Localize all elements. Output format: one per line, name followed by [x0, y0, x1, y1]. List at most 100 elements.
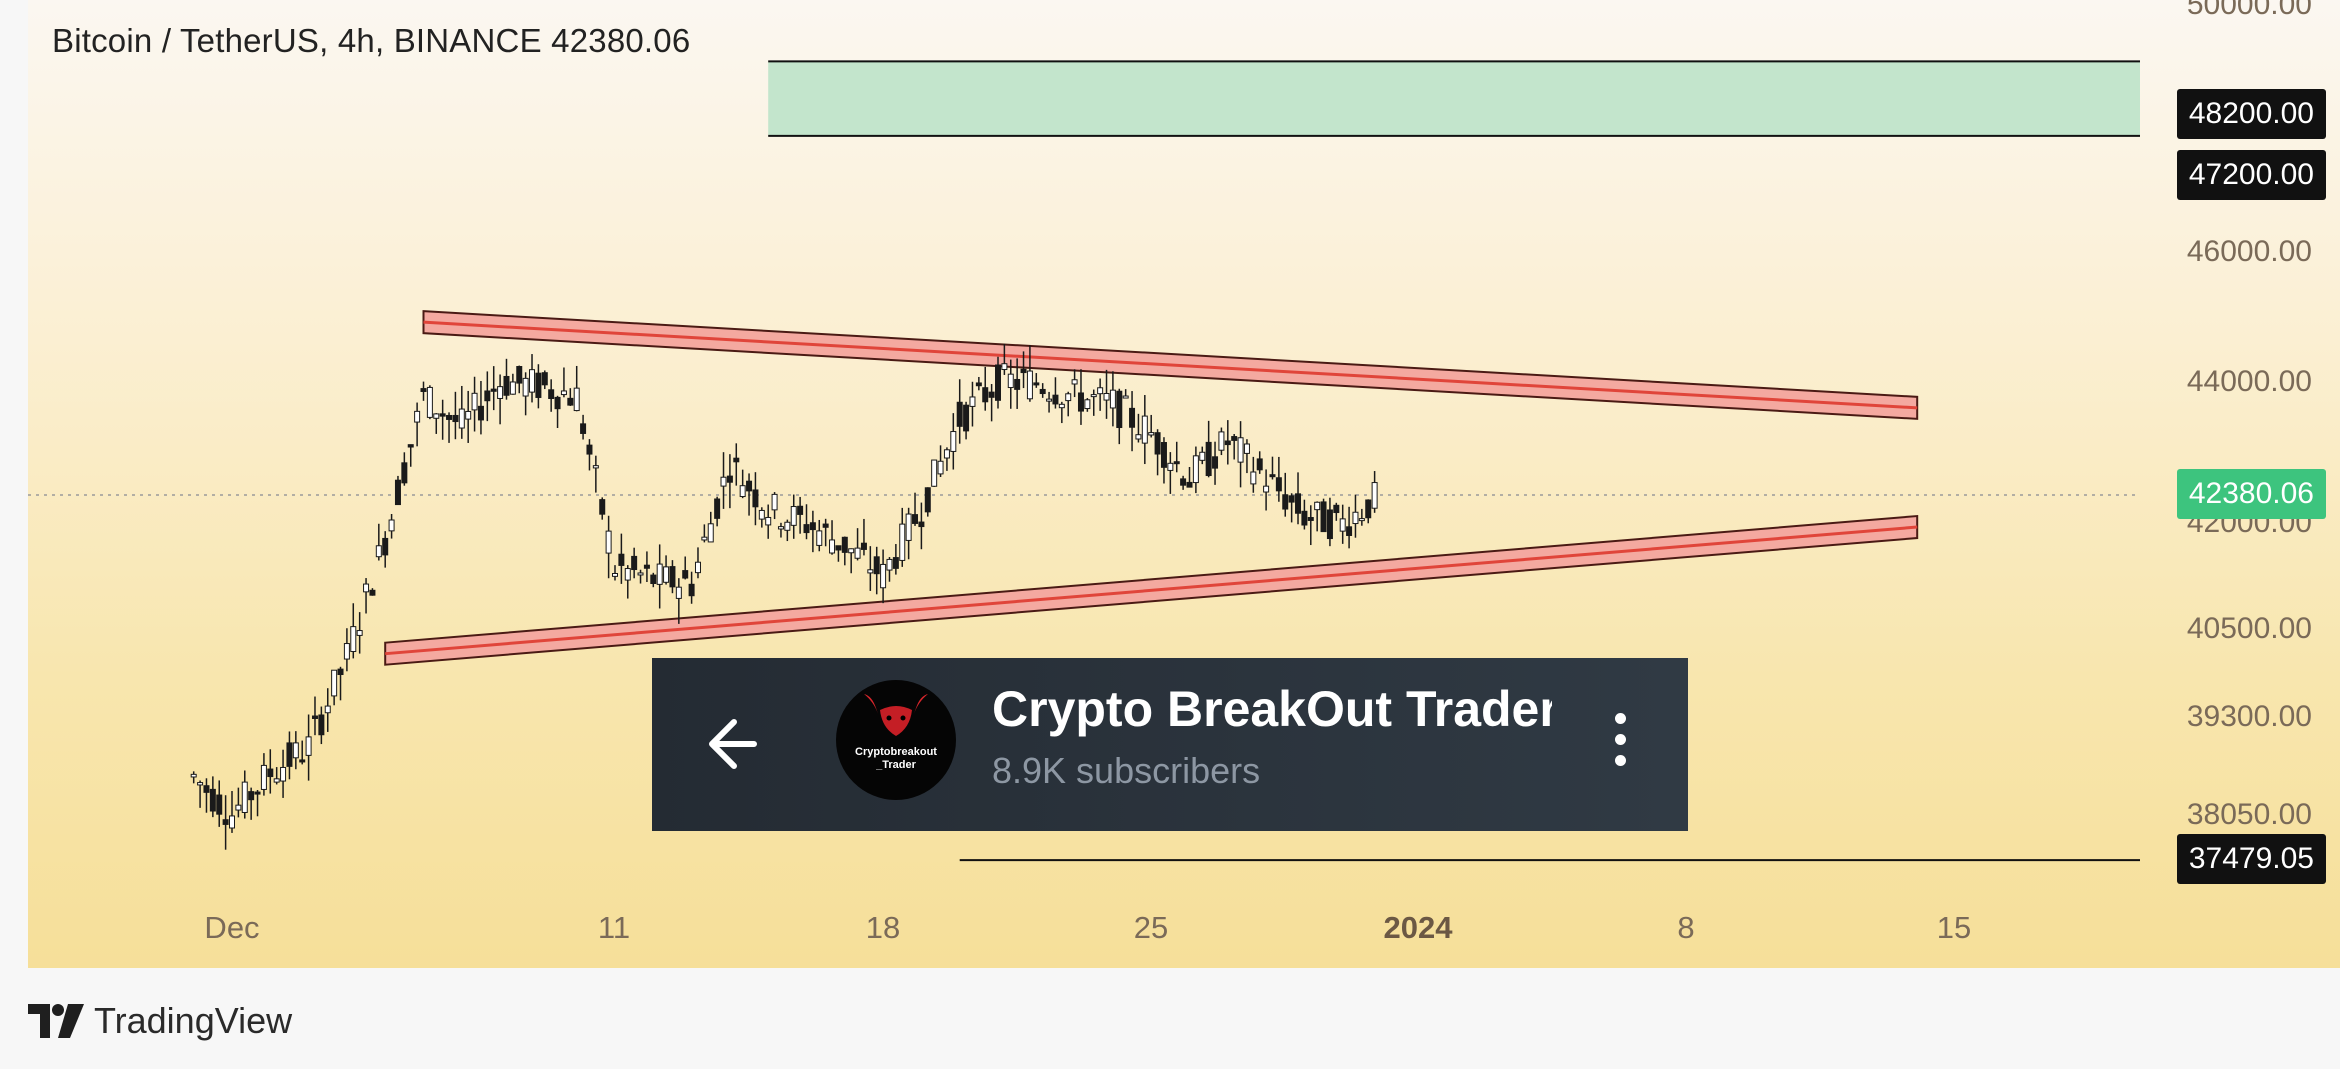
candle-up [854, 547, 861, 559]
candle-down [1020, 368, 1027, 374]
candle-up [388, 519, 395, 532]
tradingview-logo-icon [28, 1004, 84, 1038]
candle-up [190, 773, 197, 778]
candle-down [1301, 510, 1308, 526]
x-tick: 11 [597, 910, 631, 945]
candle-up [458, 408, 465, 429]
candle-up [592, 465, 599, 469]
candle-down [1212, 456, 1219, 469]
candle-layer [190, 343, 1378, 850]
candle-up [1199, 451, 1206, 461]
candle-down [1154, 432, 1161, 455]
candle-up [573, 387, 580, 412]
channel-name[interactable]: Crypto BreakOut Trader [992, 681, 1552, 737]
candle-up [522, 377, 529, 397]
x-tick: Dec [204, 910, 260, 945]
candle-up [937, 460, 944, 475]
candle-up [235, 804, 242, 811]
more-options-icon[interactable] [1610, 713, 1630, 773]
candle-down [682, 570, 689, 579]
candle-down [809, 522, 816, 531]
candle-up [229, 815, 235, 829]
candle-down [1180, 478, 1187, 486]
candle-down [477, 405, 484, 421]
candle-down [1173, 461, 1180, 465]
candle-down [554, 396, 561, 410]
candle-down [988, 391, 995, 398]
candle-down [1014, 378, 1021, 390]
candle-down [1365, 499, 1372, 519]
candle-down [956, 401, 963, 427]
candle-up [720, 476, 727, 487]
candle-down [490, 388, 497, 392]
candle-up [1192, 455, 1199, 484]
trendline-core [385, 525, 1918, 656]
candle-down [586, 444, 593, 455]
candle-up [350, 626, 357, 653]
candle-up [848, 548, 855, 554]
candle-down [1307, 517, 1314, 521]
channel-header-overlay[interactable]: Cryptobreakout _Trader Crypto BreakOut T… [652, 658, 1688, 831]
candle-up [943, 449, 950, 459]
candle-down [439, 413, 446, 417]
candle-down [1205, 441, 1212, 477]
candle-up [1141, 415, 1148, 444]
candle-up [675, 586, 682, 599]
candle-up [1046, 398, 1053, 402]
candle-up [1103, 392, 1110, 401]
y-tick: 44000.00 [2186, 365, 2312, 398]
y-tick: 50000.00 [2186, 0, 2312, 21]
candle-down [1282, 494, 1289, 510]
y-tick: 40500.00 [2186, 612, 2312, 645]
x-tick: 15 [1936, 910, 1972, 945]
candle-up [694, 561, 701, 574]
candle-down [1039, 388, 1046, 395]
candle-up [1263, 485, 1270, 493]
candle-up [777, 526, 784, 530]
zone-top-price-label: 48200.00 [2176, 89, 2326, 139]
candle-down [797, 505, 804, 515]
candle-up [343, 643, 350, 660]
candle-down [1275, 477, 1282, 492]
candle-down [733, 457, 740, 463]
candle-down [541, 372, 548, 386]
back-arrow-icon[interactable] [704, 714, 760, 774]
candle-down [401, 462, 408, 484]
candle-down [203, 785, 210, 793]
bull-logo-icon [864, 694, 928, 736]
candle-up [899, 523, 906, 561]
y-tick: 38050.00 [2186, 798, 2312, 831]
candle-down [446, 414, 453, 420]
candle-down [535, 372, 542, 398]
candle-up [1250, 471, 1257, 485]
candle-up [624, 568, 631, 581]
y-tick: 46000.00 [2186, 235, 2312, 268]
candle-up [605, 530, 612, 554]
candle-up [1065, 393, 1072, 402]
candle-down [516, 366, 523, 384]
candle-up [1135, 434, 1142, 440]
candle-down [975, 382, 982, 387]
candle-up [816, 530, 823, 546]
candle-up [241, 781, 248, 813]
candle-down [311, 715, 318, 719]
candle-up [280, 766, 287, 782]
channel-avatar[interactable]: Cryptobreakout _Trader [836, 680, 956, 800]
x-tick-year: 2024 [1383, 910, 1453, 945]
candle-up [1218, 431, 1225, 451]
candle-up [1001, 363, 1008, 371]
candle-down [835, 545, 842, 551]
candle-up [1090, 394, 1097, 398]
candle-up [1237, 437, 1244, 463]
candle-up [886, 558, 893, 571]
candle-down [1320, 501, 1327, 533]
candle-down [382, 537, 389, 556]
candle-up [1058, 403, 1065, 409]
candle-down [1077, 392, 1084, 412]
candle-down [822, 523, 829, 528]
candle-down [963, 404, 970, 432]
candle-down [1160, 442, 1167, 468]
candle-up [414, 410, 421, 423]
candle-down [369, 589, 376, 596]
